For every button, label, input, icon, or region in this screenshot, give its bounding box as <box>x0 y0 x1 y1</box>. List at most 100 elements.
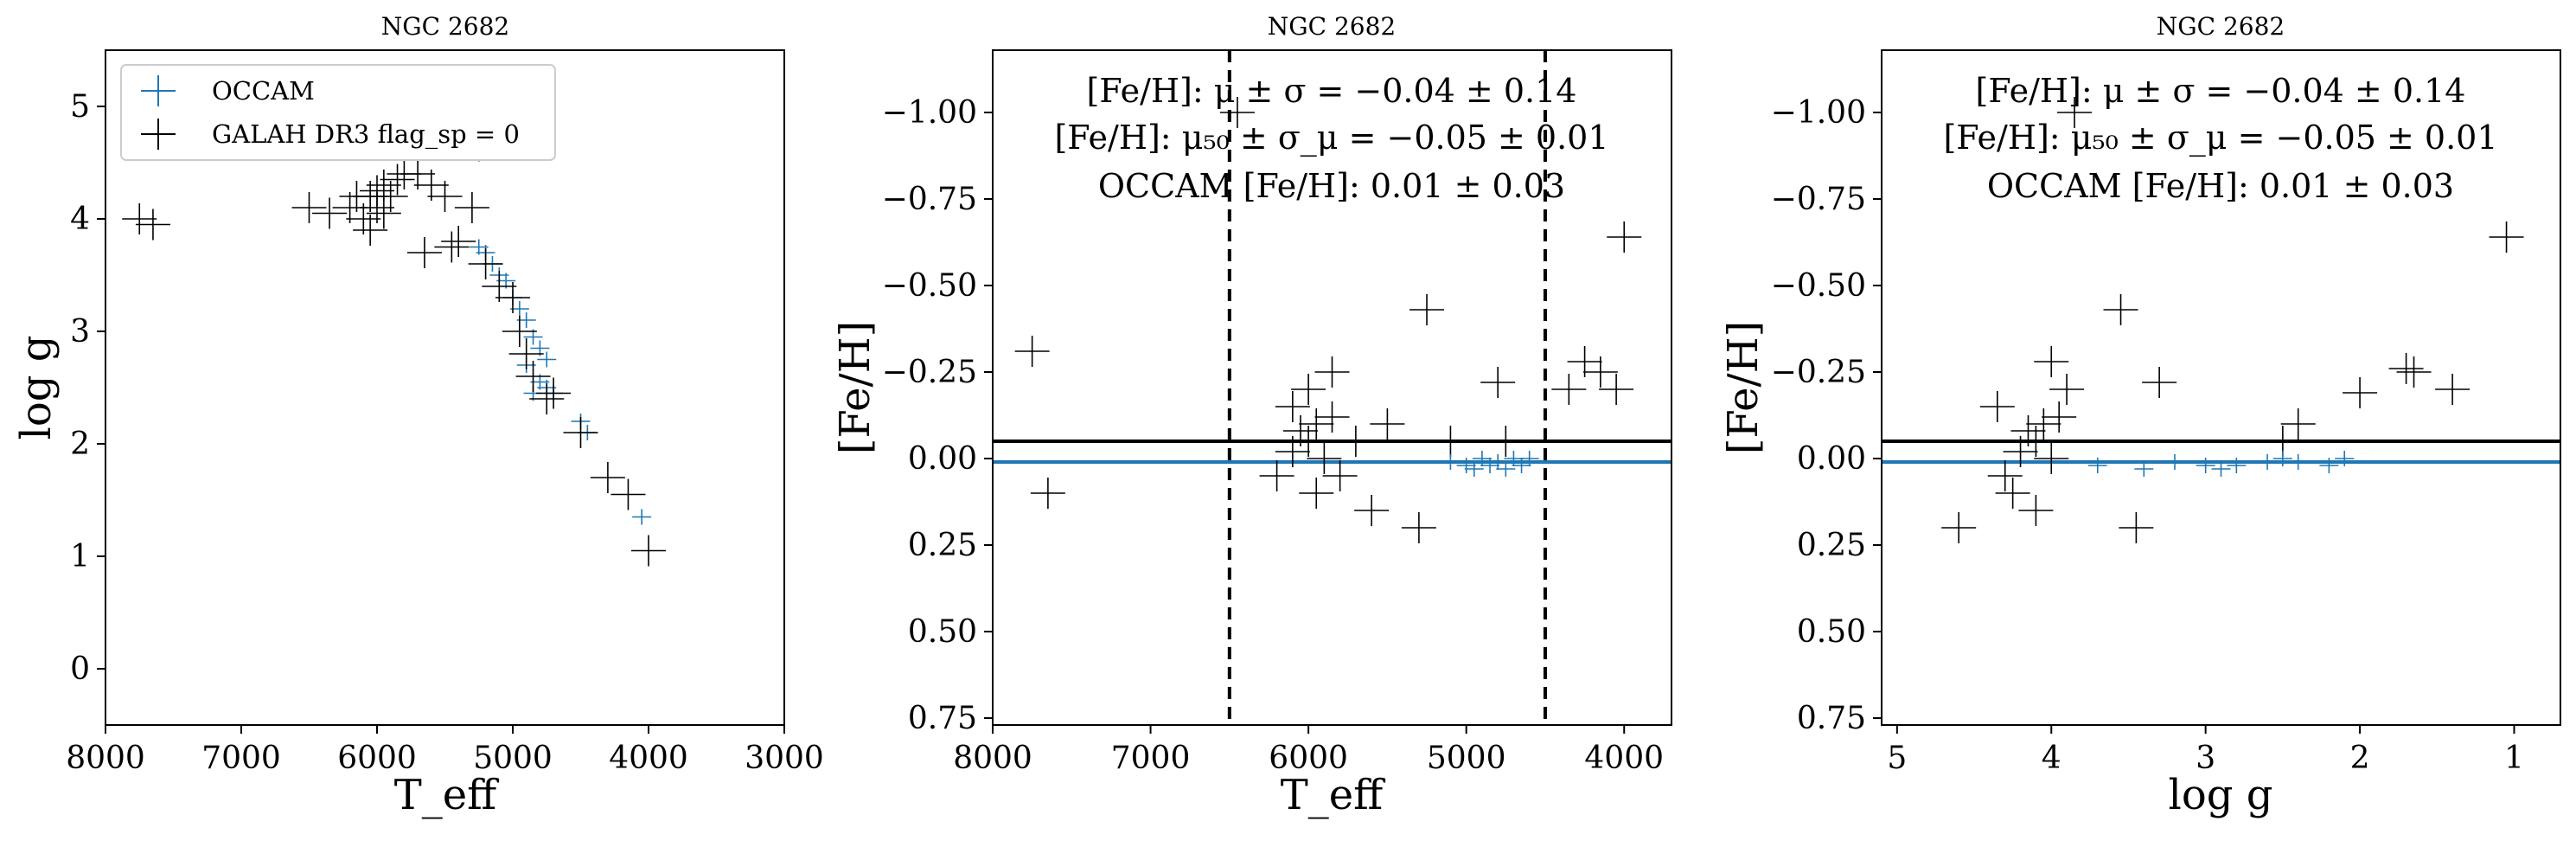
x-tick-label: 8000 <box>66 741 145 776</box>
galah-point <box>1314 401 1350 433</box>
panel3-stats-mean: [Fe/H]: μ ± σ = −0.04 ± 0.14 <box>1976 72 2466 110</box>
x-tick-label: 7000 <box>1111 741 1191 776</box>
x-tick-label: 5000 <box>1427 741 1506 776</box>
y-tick-label: 0.00 <box>1797 441 1866 477</box>
panel3-frame <box>1881 49 2561 726</box>
panel3-xticks: 5 4 3 2 1 <box>1887 725 2524 776</box>
occam-point <box>2272 451 2292 466</box>
galah-point <box>2034 346 2069 377</box>
galah-point <box>353 215 388 246</box>
y-tick-label: −0.75 <box>882 182 977 217</box>
panel1-frame <box>105 49 785 726</box>
panel3-marks <box>1882 97 2560 543</box>
panel1-yticks: 0 1 2 3 4 5 <box>70 89 105 687</box>
panel1-marks <box>122 130 666 567</box>
galah-point <box>536 377 572 409</box>
galah-point <box>1987 460 2023 491</box>
galah-point <box>2034 443 2069 474</box>
galah-point <box>406 237 442 268</box>
galah-point <box>1433 426 1468 457</box>
galah-point <box>135 209 170 241</box>
galah-point <box>1607 221 1642 253</box>
y-tick-label: 0.25 <box>908 528 977 563</box>
y-tick-label: −0.50 <box>882 268 977 304</box>
panel2-ylabel: [Fe/H] <box>831 321 879 455</box>
occam-point <box>2196 458 2215 473</box>
y-tick-label: −0.25 <box>882 355 977 390</box>
galah-point <box>1480 367 1516 398</box>
galah-point <box>1941 512 1977 543</box>
occam-point <box>2335 451 2355 466</box>
galah-point <box>2018 495 2054 526</box>
galah-point <box>366 197 401 229</box>
y-tick-label: 5 <box>70 89 90 125</box>
occam-point <box>2319 458 2339 473</box>
galah-point <box>515 361 551 392</box>
galah-point <box>2142 367 2177 398</box>
galah-point <box>1219 97 1255 128</box>
galah-point <box>502 316 537 347</box>
panel2-stats-mean: [Fe/H]: μ ± σ = −0.04 ± 0.14 <box>1087 72 1577 110</box>
y-tick-label: −0.25 <box>1771 355 1866 390</box>
panel1-xlabel: T_eff <box>394 771 499 819</box>
legend-occam-label: OCCAM <box>212 76 315 106</box>
galah-point <box>2396 356 2432 388</box>
legend-box <box>120 64 556 161</box>
galah-point <box>2057 97 2093 128</box>
galah-point <box>1322 460 1358 491</box>
panel1-title: NGC 2682 <box>381 12 509 41</box>
panel2-stats-median: [Fe/H]: μ₅₀ ± σ_μ = −0.05 ± 0.01 <box>1054 119 1608 157</box>
panel3-ylabel: [Fe/H] <box>1719 321 1767 455</box>
galah-point <box>631 535 666 567</box>
galah-point <box>1275 391 1310 422</box>
y-tick-label: 0.50 <box>1797 614 1866 650</box>
x-tick-label: 4 <box>2042 741 2061 776</box>
galah-point <box>482 271 517 302</box>
galah-point <box>1401 512 1436 543</box>
y-tick-label: 0.25 <box>1797 528 1866 563</box>
y-tick-label: −1.00 <box>1771 95 1866 131</box>
galah-point <box>2388 353 2424 384</box>
galah-point <box>1599 374 1634 405</box>
galah-point <box>1582 356 1618 388</box>
occam-point <box>1472 451 1492 466</box>
panel1-xticks: 8000 7000 6000 5000 4000 3000 <box>66 725 824 776</box>
galah-point <box>441 226 476 257</box>
galah-point <box>1014 336 1050 367</box>
galah-point <box>2103 294 2138 325</box>
galah-point <box>1488 426 1524 457</box>
x-tick-label: 6000 <box>337 741 417 776</box>
occam-point <box>1512 458 1531 473</box>
y-tick-label: 4 <box>70 202 90 237</box>
panel3-stats-occam: OCCAM [Fe/H]: 0.01 ± 0.03 <box>1987 167 2454 205</box>
occam-point <box>469 239 489 255</box>
occam-point <box>2258 454 2278 470</box>
galah-point <box>2343 377 2378 408</box>
galah-point <box>1291 374 1326 405</box>
galah-point <box>1291 426 1326 457</box>
panel-teff-logg: NGC 2682 8000 7000 6000 5000 4000 3000 0 1 2 3 4 5… <box>12 12 824 819</box>
galah-point <box>346 203 381 234</box>
occam-point <box>2164 454 2184 470</box>
panel2-xlabel: T_eff <box>1281 771 1385 819</box>
occam-point <box>1519 451 1539 466</box>
panel2-stats-occam: OCCAM [Fe/H]: 0.01 ± 0.03 <box>1098 167 1565 205</box>
y-tick-label: 1 <box>70 539 90 574</box>
occam-point <box>1496 461 1516 477</box>
panel-logg-feh: NGC 2682 5 4 3 2 1 0.75 0.50 0.25 0.00 −0.25 −0.5… <box>1719 12 2561 819</box>
panel2-marks <box>993 50 1672 725</box>
x-tick-label: 5 <box>1887 741 1907 776</box>
y-tick-label: 0.75 <box>1797 701 1866 736</box>
galah-point <box>2119 512 2154 543</box>
galah-point <box>1307 443 1342 474</box>
legend-galah-label: GALAH DR3 flag_sp = 0 <box>212 119 520 150</box>
galah-point <box>1299 408 1334 440</box>
y-tick-label: 3 <box>70 314 90 350</box>
galah-point <box>529 383 565 414</box>
galah-point <box>1259 460 1294 491</box>
galah-point <box>1030 478 1065 509</box>
galah-point <box>380 164 415 196</box>
galah-point <box>400 158 436 189</box>
galah-point <box>373 181 408 212</box>
